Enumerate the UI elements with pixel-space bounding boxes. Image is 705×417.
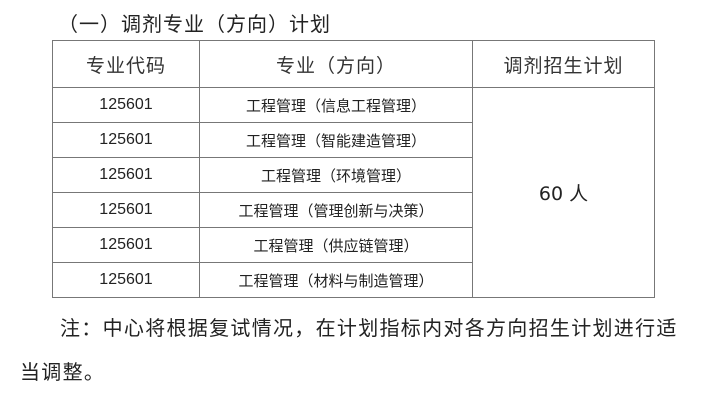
- cell-major: 工程管理（信息工程管理）: [199, 87, 473, 123]
- note-line-2: 当调整。: [20, 360, 106, 384]
- table-row: 125601 工程管理（信息工程管理） 60 人: [52, 87, 655, 298]
- table-row: 125601 工程管理（管理创新与决策）: [52, 192, 655, 228]
- header-code: 专业代码: [52, 40, 200, 88]
- section-title: （一）调剂专业（方向）计划: [58, 12, 331, 36]
- cell-code: 125601: [52, 192, 200, 228]
- cell-major: 工程管理（环境管理）: [199, 157, 473, 193]
- cell-major: 工程管理（智能建造管理）: [199, 122, 473, 158]
- adjustment-plan-table: 专业代码 专业（方向） 调剂招生计划 125601 工程管理（信息工程管理） 6…: [52, 40, 655, 298]
- cell-plan: 60 人: [472, 87, 655, 298]
- header-plan: 调剂招生计划: [472, 40, 655, 88]
- cell-major: 工程管理（供应链管理）: [199, 227, 473, 263]
- header-major: 专业（方向）: [199, 40, 473, 88]
- table-row: 125601 工程管理（材料与制造管理）: [52, 262, 655, 298]
- cell-code: 125601: [52, 227, 200, 263]
- table-header-row: 专业代码 专业（方向） 调剂招生计划: [52, 40, 655, 88]
- note-line-1: 注：中心将根据复试情况，在计划指标内对各方向招生计划进行适: [60, 316, 678, 340]
- table-row: 125601 工程管理（智能建造管理）: [52, 122, 655, 158]
- table-row: 125601 工程管理（环境管理）: [52, 157, 655, 193]
- table-row: 125601 工程管理（供应链管理）: [52, 227, 655, 263]
- cell-major: 工程管理（材料与制造管理）: [199, 262, 473, 298]
- cell-code: 125601: [52, 87, 200, 123]
- cell-major: 工程管理（管理创新与决策）: [199, 192, 473, 228]
- cell-code: 125601: [52, 157, 200, 193]
- cell-code: 125601: [52, 122, 200, 158]
- cell-code: 125601: [52, 262, 200, 298]
